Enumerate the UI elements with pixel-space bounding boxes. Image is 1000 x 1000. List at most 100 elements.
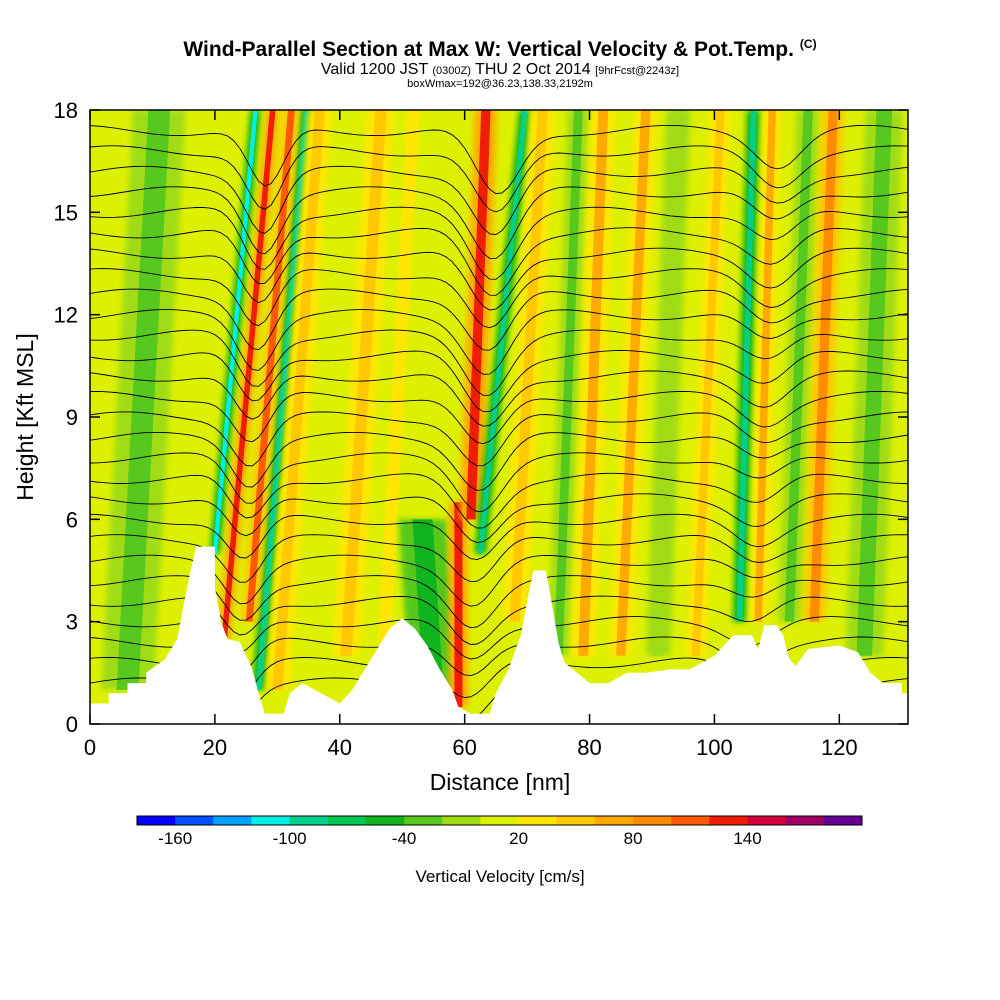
- colorbar-swatch: [404, 816, 443, 825]
- x-axis-label: Distance [nm]: [430, 769, 571, 795]
- terrain-fill: [90, 546, 908, 724]
- isentrope-line: [90, 493, 908, 544]
- terrain-mask: [90, 546, 908, 724]
- x-tick-label: 80: [577, 735, 601, 760]
- velocity-core: [856, 110, 893, 656]
- velocity-core: [412, 519, 444, 690]
- forecast-info: [9hrFcst@2243z]: [595, 65, 680, 77]
- valid-time: Valid 1200 JST (0300Z) THU 2 Oct 2014 [9…: [0, 61, 1000, 79]
- y-tick-label: 9: [66, 405, 78, 430]
- y-tick-label: 6: [66, 507, 78, 532]
- velocity-core: [509, 110, 548, 622]
- colorbar-swatch: [671, 816, 710, 825]
- colorbar-swatch: [175, 816, 214, 825]
- isentrope-line: [90, 370, 908, 427]
- colorbar-swatch: [365, 816, 405, 825]
- velocity-core: [754, 110, 776, 622]
- velocity-core: [653, 110, 684, 656]
- colorbar-swatch: [213, 816, 252, 825]
- x-tick-label: 20: [203, 735, 227, 760]
- colorbar-swatch: [633, 816, 672, 825]
- colorbar-swatch: [327, 816, 367, 825]
- velocity-core: [809, 110, 838, 622]
- valid-utc: (0300Z): [432, 65, 471, 77]
- colorbar-frame: [136, 815, 863, 826]
- y-tick-label: 0: [66, 712, 78, 737]
- colorbar-tick-label: 80: [624, 829, 643, 848]
- isentrope-line: [90, 595, 908, 645]
- y-tick-label: 15: [54, 200, 78, 225]
- colorbar-swatch: [518, 816, 558, 825]
- isentrope-line: [90, 390, 908, 445]
- velocity-core: [272, 110, 325, 690]
- isentrope-line: [90, 206, 908, 280]
- y-tick-label: 3: [66, 610, 78, 635]
- title-text: Wind-Parallel Section at Max W: Vertical…: [183, 38, 794, 61]
- velocity-core: [466, 110, 491, 520]
- colorbar-tick-label: 140: [733, 829, 761, 848]
- velocity-core: [255, 110, 310, 690]
- colorbar-swatch: [747, 816, 787, 825]
- velocity-core: [116, 110, 171, 690]
- isentrope-contours: [90, 124, 908, 723]
- velocity-core: [221, 110, 276, 639]
- isentrope-line: [90, 145, 908, 213]
- isentrope-line: [90, 186, 908, 260]
- isentrope-line: [90, 472, 908, 529]
- velocity-core: [736, 110, 757, 622]
- colorbar-swatch: [289, 816, 329, 825]
- copyright-mark: (C): [799, 37, 817, 51]
- isentrope-line: [90, 575, 908, 629]
- x-tick-label: 0: [84, 735, 96, 760]
- colorbar-swatch: [137, 816, 176, 825]
- velocity-core: [691, 110, 725, 656]
- isentrope-line: [90, 329, 908, 396]
- valid-prefix: Valid 1200 JST: [320, 61, 428, 78]
- isentrope-line: [90, 309, 908, 375]
- x-tick-label: 60: [452, 735, 476, 760]
- isentrope-line: [90, 350, 908, 413]
- colorbar-swatch: [442, 816, 481, 825]
- colorbar-label: Vertical Velocity [cm/s]: [415, 867, 584, 886]
- isentrope-line: [90, 124, 908, 195]
- colorbar-swatch: [785, 816, 825, 825]
- colorbar-swatch: [594, 816, 634, 825]
- velocity-core: [477, 110, 528, 554]
- colorbar-tick-label: 20: [509, 829, 528, 848]
- colorbar-swatch: [556, 816, 596, 825]
- velocity-core: [245, 110, 295, 622]
- isentrope-line: [90, 165, 908, 236]
- plot-axes: 0 20 40 60 80 100 120 0 3 6 9 12 15 18 Distance [nm] He…: [12, 98, 909, 795]
- x-tick-label: 120: [821, 735, 858, 760]
- velocity-core: [784, 110, 813, 622]
- y-tick-label: 12: [54, 303, 78, 328]
- isentrope-line: [90, 247, 908, 311]
- isentrope-line: [90, 411, 908, 467]
- velocity-core: [212, 110, 258, 554]
- velocity-core: [578, 110, 609, 656]
- colorbar-swatch: [251, 816, 291, 825]
- velocity-core: [454, 502, 463, 707]
- velocity-core: [553, 110, 583, 656]
- isentrope-line: [90, 288, 908, 351]
- isentrope-line: [90, 431, 908, 491]
- colorbar-swatch: [709, 816, 749, 825]
- isentrope-line: [90, 268, 908, 329]
- colorbar: -160 -100 -40 20 80 140: [136, 815, 863, 848]
- chart-title: Wind-Parallel Section at Max W: Vertical…: [0, 37, 1000, 62]
- colorbar-tick-label: -160: [158, 829, 192, 848]
- colorbar-swatch: [823, 816, 863, 825]
- y-axis-label: Height [Kft MSL]: [12, 333, 38, 500]
- x-tick-label: 40: [328, 735, 352, 760]
- isentrope-line: [90, 513, 908, 561]
- colorbar-tick-label: -40: [392, 829, 417, 848]
- y-tick-label: 18: [54, 98, 78, 123]
- valid-date: THU 2 Oct 2014: [475, 61, 591, 78]
- colorbar-swatch: [480, 816, 520, 825]
- velocity-core: [340, 110, 387, 656]
- isentrope-line: [90, 227, 908, 296]
- isentrope-line: [90, 534, 908, 583]
- isentrope-line: [90, 554, 908, 607]
- x-tick-label: 100: [696, 735, 733, 760]
